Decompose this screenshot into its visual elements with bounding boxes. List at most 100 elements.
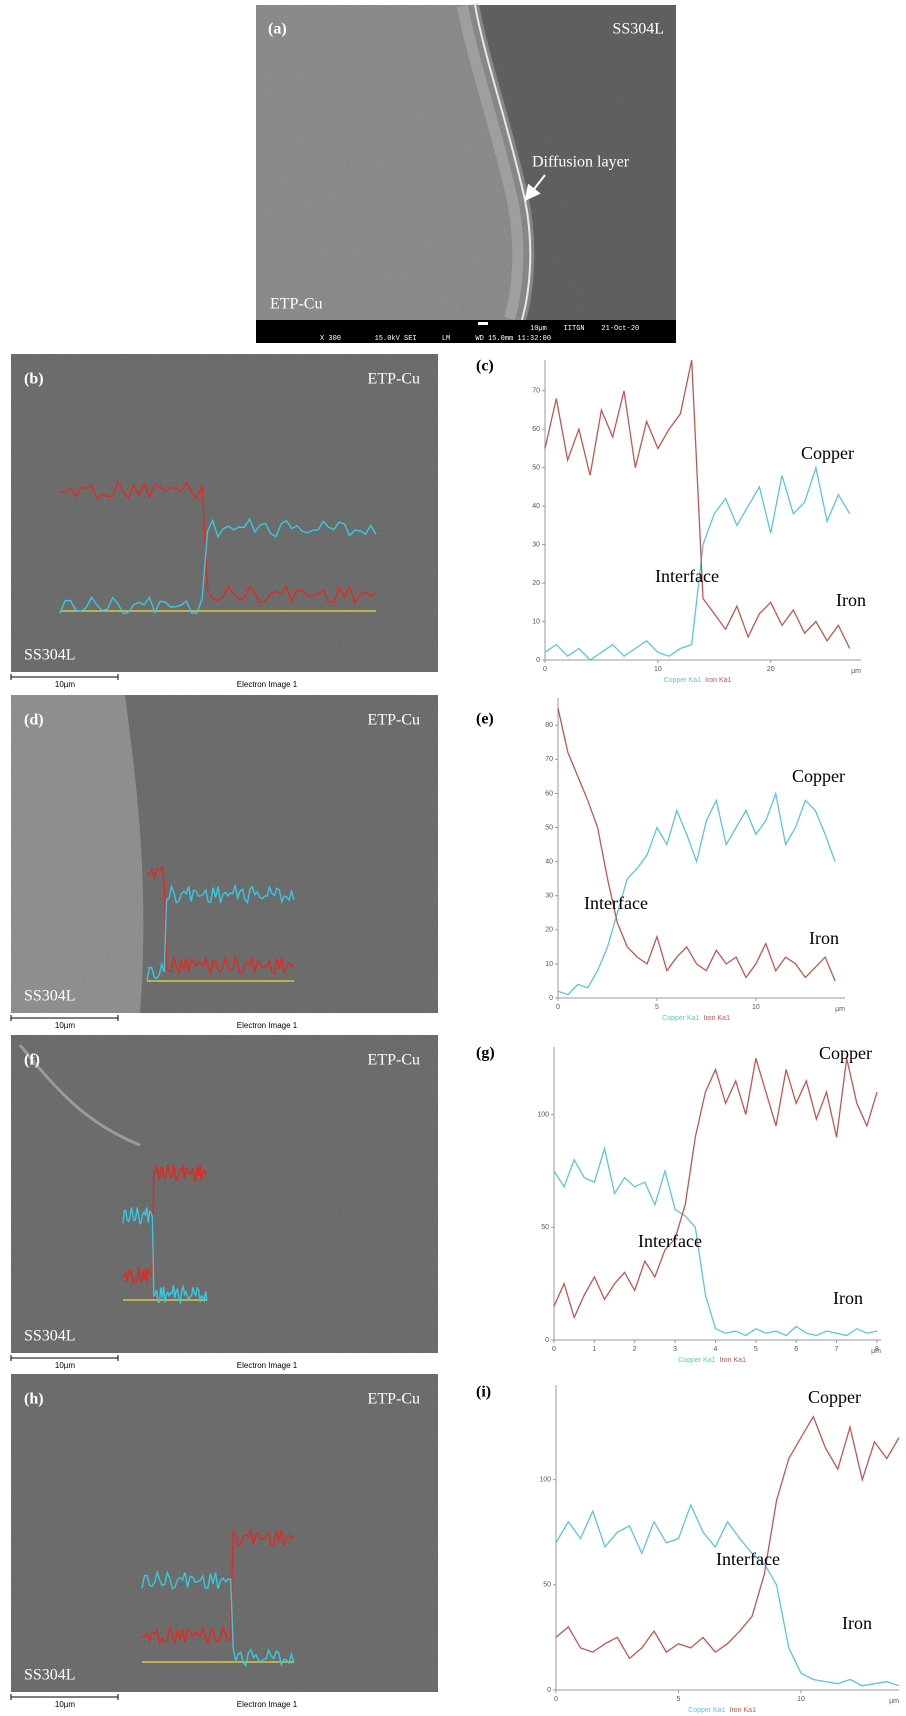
x-tick-label: 5 (677, 1696, 681, 1703)
steel-region (11, 695, 143, 1013)
panel-label: (g) (476, 1045, 495, 1062)
annotation: Iron (809, 928, 839, 948)
caption-series: Iron Ka1 (720, 1357, 747, 1364)
image-caption: Electron Image 1 (237, 1700, 298, 1709)
scale-mark (478, 322, 488, 325)
y-tick-label: 30 (545, 893, 553, 900)
panel-label: (c) (476, 358, 494, 375)
sem-image (11, 1374, 438, 1692)
y-tick-label: 100 (537, 1111, 549, 1118)
info-text: 10µm IITGN 21-Oct-20 (530, 325, 639, 333)
panel-label: (h) (24, 1391, 44, 1408)
y-tick-label: 70 (545, 756, 553, 763)
x-tick-label: 0 (543, 666, 547, 673)
panel-label: (f) (24, 1052, 40, 1069)
y-tick-label: 50 (532, 465, 540, 472)
caption-series: Iron Ka1 (730, 1707, 757, 1714)
y-tick-label: 40 (532, 503, 540, 510)
panel-label: (a) (268, 21, 287, 38)
annotation: Iron (836, 590, 866, 610)
annotation: Interface (584, 893, 648, 913)
x-axis-unit: µm (835, 1006, 845, 1013)
y-tick-label: 80 (545, 722, 553, 729)
x-tick-label: 5 (754, 1346, 758, 1353)
caption-series: Iron Ka1 (704, 1015, 731, 1022)
image-caption: Electron Image 1 (237, 1021, 298, 1030)
panel-label: (d) (24, 712, 44, 729)
y-tick-label: 60 (545, 790, 553, 797)
caption-series: Iron Ka1 (705, 677, 732, 684)
y-tick-label: 100 (539, 1476, 551, 1483)
annotation: Copper (792, 766, 845, 786)
material-label: SS304L (24, 988, 76, 1005)
x-axis-unit: µm (851, 668, 861, 675)
scale-label: 10µm (55, 1021, 76, 1030)
sem-image (11, 1035, 438, 1353)
y-tick-label: 30 (532, 541, 540, 548)
data-line (554, 1148, 877, 1335)
material-label: ETP-Cu (368, 1391, 420, 1408)
sem-image (11, 354, 438, 672)
data-line (556, 1505, 899, 1686)
material-label: ETP-Cu (368, 712, 420, 729)
data-line (545, 360, 850, 649)
y-tick-label: 20 (532, 580, 540, 587)
annotation: Copper (801, 443, 854, 463)
annotation: Iron (833, 1288, 863, 1308)
x-tick-label: 0 (552, 1346, 556, 1353)
x-tick-label: 1 (592, 1346, 596, 1353)
image-caption: Electron Image 1 (237, 680, 298, 689)
annotation: Interface (655, 566, 719, 586)
scale-label: 10µm (55, 680, 76, 689)
y-tick-label: 50 (541, 1224, 549, 1231)
y-tick-label: 0 (536, 657, 540, 664)
annotation: Diffusion layer (532, 154, 630, 171)
material-label: ETP-Cu (368, 1052, 420, 1069)
info-text: X 300 15.0kV SEI LM WD 15.0mm 11:32:00 (320, 335, 551, 343)
data-line (554, 1058, 877, 1317)
x-tick-label: 2 (633, 1346, 637, 1353)
image-caption: Electron Image 1 (237, 1361, 298, 1370)
x-tick-label: 0 (554, 1696, 558, 1703)
y-tick-label: 50 (545, 824, 553, 831)
panel-label: (b) (24, 371, 44, 388)
x-tick-label: 0 (556, 1004, 560, 1011)
caption-series: Copper Ka1 (662, 1015, 699, 1022)
caption-series: Copper Ka1 (678, 1357, 715, 1364)
caption-series: Copper Ka1 (688, 1707, 725, 1714)
annotation: Iron (842, 1613, 872, 1633)
x-tick-label: 10 (797, 1696, 805, 1703)
x-tick-label: 7 (835, 1346, 839, 1353)
y-tick-label: 0 (547, 1687, 551, 1694)
y-tick-label: 0 (545, 1337, 549, 1344)
caption-series: Copper Ka1 (664, 677, 701, 684)
data-line (558, 708, 835, 981)
material-label: SS304L (24, 647, 76, 664)
x-axis-unit: µm (871, 1348, 881, 1355)
x-tick-label: 6 (794, 1346, 798, 1353)
material-label: SS304L (24, 1667, 76, 1684)
y-tick-label: 70 (532, 388, 540, 395)
material-label: SS304L (24, 1328, 76, 1345)
x-tick-label: 5 (655, 1004, 659, 1011)
material-label: SS304L (612, 21, 664, 38)
annotation: Interface (638, 1231, 702, 1251)
x-tick-label: 3 (673, 1346, 677, 1353)
material-label: ETP-Cu (368, 371, 420, 388)
y-tick-label: 60 (532, 426, 540, 433)
panel-label: (e) (476, 711, 494, 728)
y-tick-label: 20 (545, 927, 553, 934)
material-label: ETP-Cu (270, 296, 322, 313)
y-tick-label: 10 (545, 961, 553, 968)
x-tick-label: 20 (767, 666, 775, 673)
x-tick-label: 4 (714, 1346, 718, 1353)
x-tick-label: 10 (752, 1004, 760, 1011)
y-tick-label: 0 (549, 995, 553, 1002)
y-tick-label: 40 (545, 858, 553, 865)
annotation: Interface (716, 1549, 780, 1569)
y-tick-label: 50 (543, 1582, 551, 1589)
x-tick-label: 10 (654, 666, 662, 673)
annotation: Copper (819, 1043, 872, 1063)
annotation: Copper (808, 1387, 861, 1407)
scale-label: 10µm (55, 1361, 76, 1370)
